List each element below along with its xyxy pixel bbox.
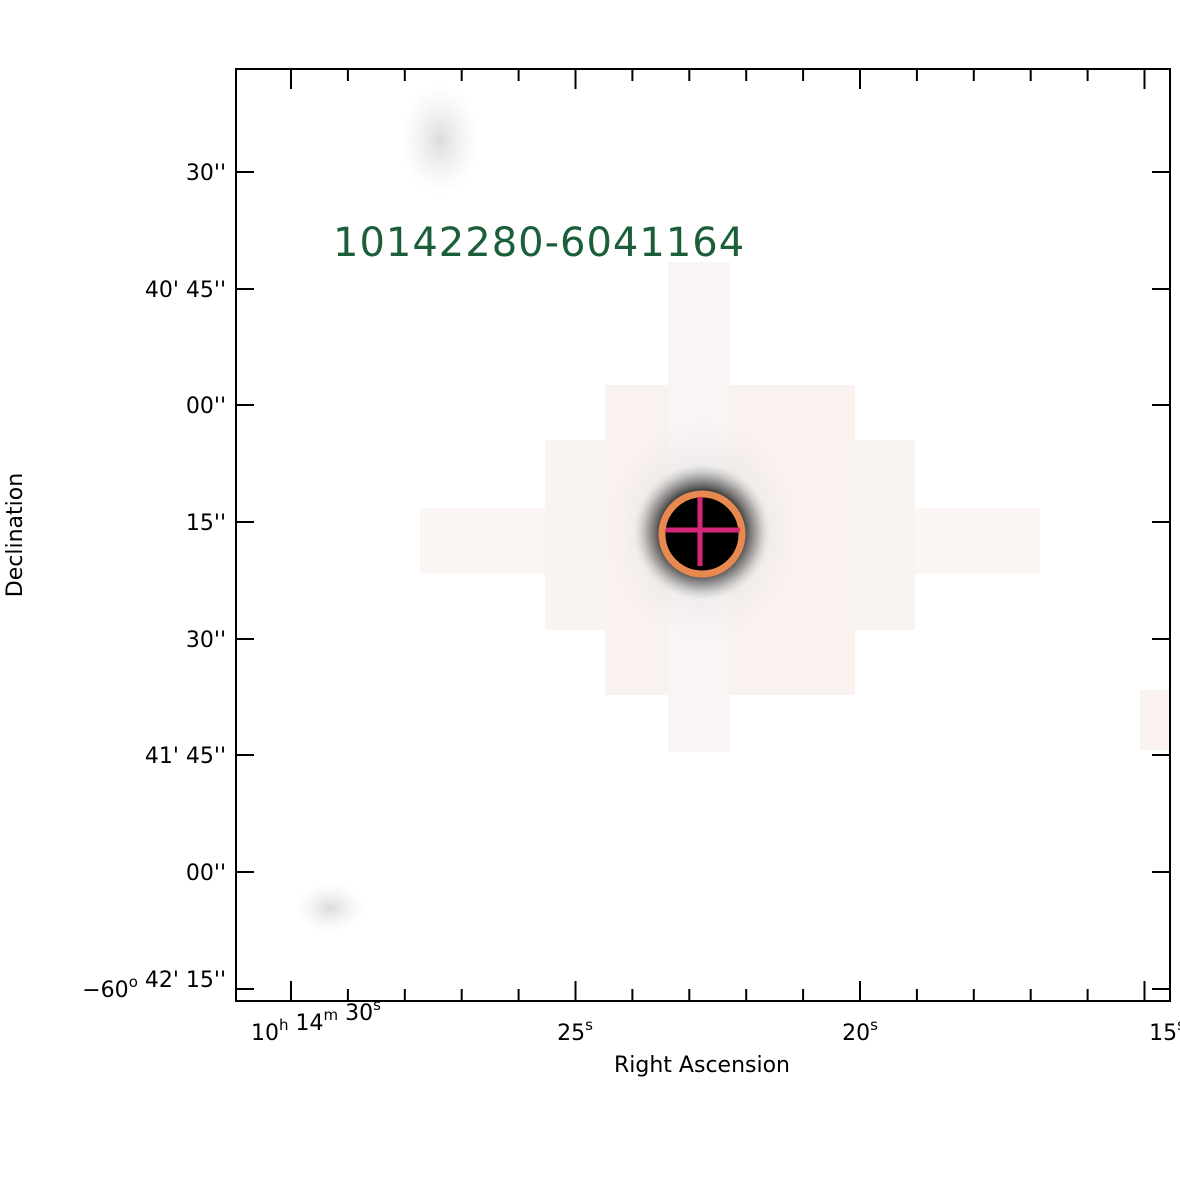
tick-label: 15s <box>1149 1016 1180 1046</box>
label-part: 25 <box>557 1021 585 1046</box>
tick-label: 00'' <box>186 861 226 886</box>
y-axis-title: Declination <box>3 473 28 597</box>
faint-source <box>295 883 365 933</box>
tick-label: 20s <box>842 1016 878 1046</box>
label-part: 42' 15'' <box>138 968 226 993</box>
label-part: 30 <box>338 1001 373 1026</box>
label-part: 30'' <box>186 161 226 186</box>
tick-label: 30'' <box>186 628 226 653</box>
superscript: s <box>870 1016 878 1034</box>
faint-source <box>400 85 480 195</box>
label-part: −60 <box>82 978 128 1003</box>
tick-label: 15'' <box>186 511 226 536</box>
label-part: 40' 45'' <box>145 278 226 303</box>
faint-source <box>1140 690 1170 750</box>
label-part: 15'' <box>186 511 226 536</box>
tick-label: 10h 14m 30s <box>251 996 381 1046</box>
superscript: s <box>585 1016 593 1034</box>
label-part: 00'' <box>186 394 226 419</box>
sky-image <box>295 85 1170 933</box>
tick-label: 40' 45'' <box>145 278 226 303</box>
label-part: 15 <box>1149 1021 1177 1046</box>
label-part: 10 <box>251 1021 279 1046</box>
tick-label: 25s <box>557 1016 593 1046</box>
tick-label: 41' 45'' <box>145 744 226 769</box>
label-part: 14 <box>289 1011 324 1036</box>
superscript: o <box>129 973 138 991</box>
x-axis-title: Right Ascension <box>614 1053 790 1078</box>
source-label: 10142280-6041164 <box>333 220 745 266</box>
superscript: m <box>324 1006 339 1024</box>
superscript: h <box>279 1016 289 1034</box>
label-part: 00'' <box>186 861 226 886</box>
label-part: 20 <box>842 1021 870 1046</box>
tick-label: 30'' <box>186 161 226 186</box>
tick-label: 00'' <box>186 394 226 419</box>
label-part: 41' 45'' <box>145 744 226 769</box>
superscript: s <box>373 996 381 1014</box>
plot-frame <box>235 68 1171 1002</box>
tick-label: −60o 42' 15'' <box>82 968 226 1003</box>
label-part: 30'' <box>186 628 226 653</box>
superscript: s <box>1177 1016 1180 1034</box>
